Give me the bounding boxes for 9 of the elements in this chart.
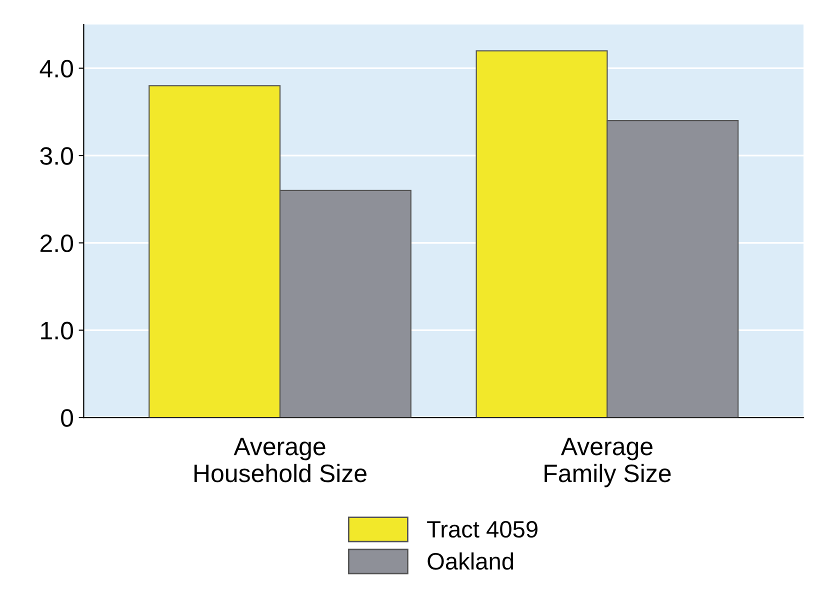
y-tick-label: 4.0 xyxy=(40,60,74,78)
x-tick-label: Average Family Size xyxy=(544,438,671,488)
y-tick-label: 3.0 xyxy=(40,147,74,165)
legend-label: Oakland xyxy=(428,552,514,570)
y-tick-label: 1.0 xyxy=(41,322,74,340)
y-tick-label: 0 xyxy=(61,409,73,427)
y-tick-label: 2.0 xyxy=(40,234,74,252)
x-tick-label: Average Household Size xyxy=(194,438,366,482)
legend-label: Tract 4059 xyxy=(427,520,538,538)
